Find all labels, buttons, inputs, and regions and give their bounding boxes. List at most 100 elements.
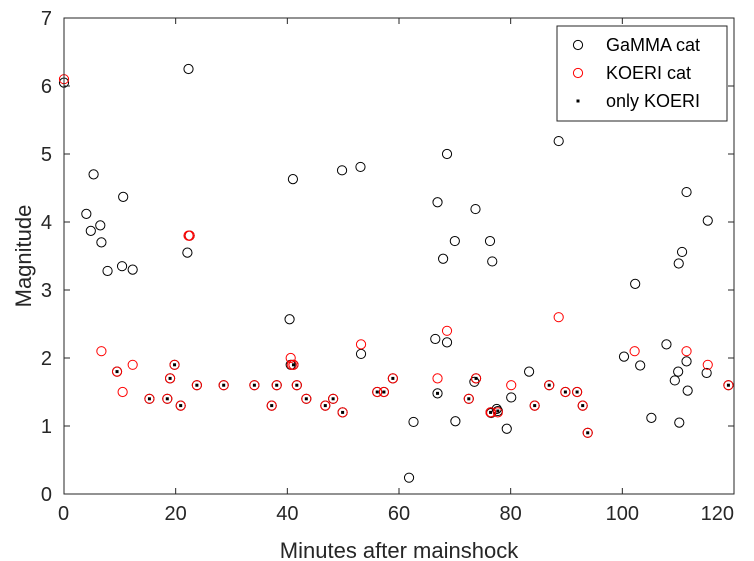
x-tick-label: 20 [165, 503, 187, 525]
y-tick-label: 1 [41, 416, 52, 438]
data-point [252, 383, 256, 387]
y-tick-label: 0 [41, 484, 52, 506]
legend-marker [572, 39, 584, 51]
legend-marker [572, 67, 584, 79]
data-point [184, 230, 195, 241]
data-point [669, 375, 680, 386]
data-point [577, 400, 588, 411]
y-tick-label: 2 [41, 348, 52, 370]
data-point [165, 397, 169, 401]
data-point [341, 410, 345, 414]
data-point [533, 404, 537, 408]
data-point [702, 215, 713, 226]
data-point [164, 373, 176, 384]
x-tick-label: 100 [606, 503, 639, 525]
data-point [147, 397, 151, 401]
data-point [646, 412, 657, 423]
y-tick-label: 4 [41, 212, 52, 234]
data-point [635, 360, 646, 371]
data-point [441, 148, 453, 160]
data-point [467, 397, 471, 401]
data-point [378, 386, 390, 398]
axis-ticks: 0 20 40 60 80 100 120 0 1 2 3 4 5 6 7 [41, 8, 735, 525]
data-point [438, 253, 449, 264]
data-point [547, 383, 551, 387]
data-point [391, 376, 395, 380]
data-point [96, 237, 107, 248]
data-point [295, 383, 299, 387]
data-point [681, 356, 692, 367]
data-point [430, 333, 441, 345]
data-point [489, 410, 493, 414]
data-point [271, 380, 282, 391]
x-tick-label: 60 [388, 503, 410, 525]
data-point [116, 261, 128, 272]
x-tick-label: 80 [500, 503, 522, 525]
data-point [463, 393, 474, 404]
x-tick-label: 120 [701, 503, 734, 525]
data-point [144, 393, 155, 404]
legend-marker [576, 99, 580, 103]
data-point [275, 383, 279, 387]
legend-label: only KOERI [606, 91, 700, 111]
data-point [218, 380, 229, 391]
data-point [553, 135, 564, 147]
data-point [673, 258, 684, 269]
data-point [630, 278, 641, 289]
data-point [432, 388, 443, 399]
data-point [284, 314, 295, 325]
data-point [701, 367, 712, 379]
data-point [162, 393, 173, 404]
data-point [629, 346, 640, 357]
data-point [355, 339, 367, 350]
data-point [506, 392, 517, 403]
data-point [553, 312, 564, 323]
x-tick-label: 0 [58, 503, 69, 525]
data-point [544, 380, 555, 391]
data-point [301, 393, 312, 404]
data-point [676, 246, 688, 258]
x-axis-label: Minutes after mainshock [280, 538, 519, 561]
data-point [563, 390, 567, 394]
y-tick-label: 3 [41, 280, 52, 302]
data-point [320, 400, 331, 411]
data-point [127, 264, 138, 275]
data-point [681, 186, 692, 198]
data-point [169, 359, 180, 370]
series-1 [58, 74, 734, 438]
data-point [336, 165, 348, 176]
data-point [96, 346, 107, 357]
data-point [487, 256, 498, 267]
data-point [387, 373, 398, 384]
data-point [523, 366, 535, 377]
data-point [288, 359, 299, 370]
data-point [81, 208, 92, 219]
data-point [403, 472, 415, 483]
data-point [331, 397, 335, 401]
data-point [115, 370, 119, 374]
data-point [175, 400, 186, 411]
x-tick-label: 40 [276, 503, 298, 525]
data-point [726, 383, 730, 387]
data-point [474, 376, 478, 380]
data-point [323, 404, 327, 408]
data-point [127, 359, 138, 370]
data-point [575, 390, 579, 394]
data-point [582, 427, 593, 438]
data-point [496, 409, 500, 413]
data-point [581, 404, 585, 408]
y-tick-label: 7 [41, 8, 52, 30]
data-point [173, 363, 177, 367]
data-point [304, 397, 308, 401]
data-point [572, 386, 583, 398]
data-point [88, 169, 99, 180]
data-point [285, 352, 296, 364]
data-point [432, 373, 443, 384]
data-point [111, 366, 123, 377]
data-point [191, 380, 202, 391]
data-point [441, 325, 453, 336]
data-point [506, 380, 517, 391]
data-point [702, 359, 713, 370]
data-point [195, 383, 199, 387]
data-point [586, 431, 590, 435]
